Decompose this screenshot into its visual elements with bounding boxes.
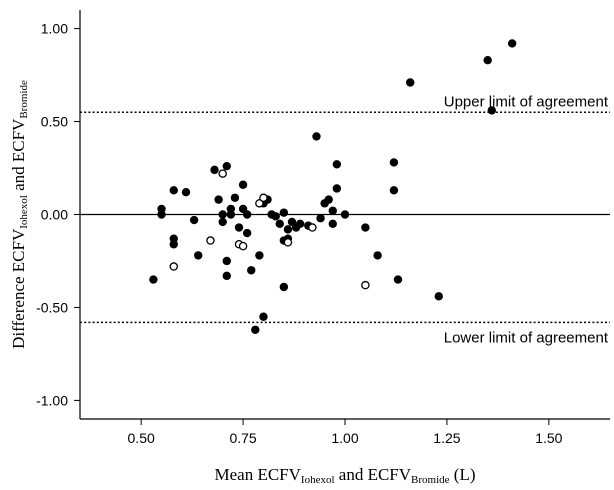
data-point-filled bbox=[238, 180, 248, 189]
data-point-filled bbox=[247, 266, 256, 275]
data-point-filled bbox=[157, 210, 166, 219]
data-point-open bbox=[169, 262, 179, 271]
x-tick-label: 0.75 bbox=[229, 430, 256, 446]
data-point-filled bbox=[218, 210, 227, 219]
title-part: (L) bbox=[450, 465, 476, 484]
data-point-filled bbox=[389, 186, 399, 195]
data-point-filled bbox=[255, 251, 264, 260]
x-axis-title: Mean ECFVIohexol and ECFVBromide (L) bbox=[215, 465, 476, 486]
data-point-filled bbox=[340, 210, 350, 219]
data-point-filled bbox=[181, 187, 191, 197]
data-point-filled bbox=[222, 256, 231, 266]
data-point-filled bbox=[230, 193, 240, 202]
subscript: Bromide bbox=[411, 474, 450, 486]
data-point-filled bbox=[328, 219, 337, 228]
data-point-filled bbox=[283, 225, 293, 234]
data-point-filled bbox=[251, 325, 260, 334]
data-point-filled bbox=[149, 275, 158, 284]
data-point-filled bbox=[507, 39, 517, 48]
data-point-filled bbox=[361, 223, 370, 232]
data-point-filled bbox=[389, 158, 399, 167]
data-point-filled bbox=[406, 78, 415, 87]
y-tick-label: 0.50 bbox=[41, 114, 68, 130]
subscript: Bromide bbox=[18, 80, 30, 119]
data-point-filled bbox=[312, 132, 321, 141]
data-point-open bbox=[283, 238, 293, 247]
y-axis-title: Difference ECFVIohexol and ECFVBromide bbox=[9, 80, 30, 349]
reference-lines: Upper limit of agreement Lower limit of a… bbox=[80, 93, 610, 346]
data-point-filled bbox=[218, 217, 227, 227]
tick-labels: 0.50 0.75 1.00 1.25 1.50 1.00 0.50 0.00 -0.50 -1.… bbox=[36, 21, 563, 446]
x-tick-label: 1.25 bbox=[433, 430, 460, 446]
data-point-filled bbox=[226, 210, 236, 219]
data-point-filled bbox=[275, 219, 284, 228]
title-part: Difference ECFV bbox=[9, 228, 28, 349]
data-point-open bbox=[218, 169, 227, 178]
title-part: Mean ECFV bbox=[215, 465, 302, 484]
data-point-filled bbox=[295, 219, 305, 228]
y-tick-label: 1.00 bbox=[41, 21, 68, 37]
data-point-filled bbox=[487, 106, 496, 115]
data-point-filled bbox=[279, 282, 289, 292]
data-point-open bbox=[259, 193, 268, 203]
data-point-filled bbox=[332, 184, 342, 193]
data-point-filled bbox=[316, 214, 325, 223]
lower-limit-label: Lower limit of agreement bbox=[444, 329, 609, 346]
title-part: and ECFV bbox=[335, 465, 412, 484]
subscript: Iohexol bbox=[18, 195, 30, 229]
data-point-filled bbox=[169, 240, 178, 249]
upper-limit-label: Upper limit of agreement bbox=[444, 93, 609, 110]
data-point-open bbox=[238, 241, 248, 251]
data-point-filled bbox=[169, 186, 178, 195]
y-tick-label: -1.00 bbox=[36, 392, 68, 408]
title-part: and ECFV bbox=[9, 118, 28, 195]
data-point-filled bbox=[279, 208, 289, 217]
data-points bbox=[149, 39, 517, 334]
data-point-filled bbox=[222, 271, 231, 281]
data-point-filled bbox=[242, 210, 252, 219]
data-point-filled bbox=[189, 215, 199, 225]
data-point-filled bbox=[259, 312, 268, 321]
data-point-open bbox=[255, 199, 264, 208]
data-point-filled bbox=[373, 251, 382, 260]
data-point-filled bbox=[483, 55, 492, 65]
x-tick-label: 1.50 bbox=[535, 430, 562, 446]
data-point-filled bbox=[332, 160, 342, 169]
data-point-open bbox=[206, 236, 215, 245]
y-tick-label: -0.50 bbox=[36, 299, 68, 315]
data-point-filled bbox=[271, 212, 280, 221]
data-point-open bbox=[361, 280, 370, 290]
data-point-filled bbox=[434, 292, 443, 301]
data-point-filled bbox=[234, 223, 244, 232]
x-tick-label: 0.50 bbox=[128, 430, 155, 446]
x-tick-label: 1.00 bbox=[331, 430, 358, 446]
data-point-filled bbox=[328, 206, 337, 215]
data-point-filled bbox=[222, 161, 231, 171]
data-point-filled bbox=[194, 251, 203, 260]
data-point-filled bbox=[324, 195, 333, 204]
subscript: Iohexol bbox=[301, 474, 335, 486]
data-point-filled bbox=[242, 228, 252, 238]
data-point-open bbox=[308, 223, 317, 232]
data-point-filled bbox=[214, 195, 223, 204]
data-point-filled bbox=[210, 165, 219, 175]
y-tick-label: 0.00 bbox=[41, 207, 68, 223]
data-point-filled bbox=[393, 275, 403, 284]
